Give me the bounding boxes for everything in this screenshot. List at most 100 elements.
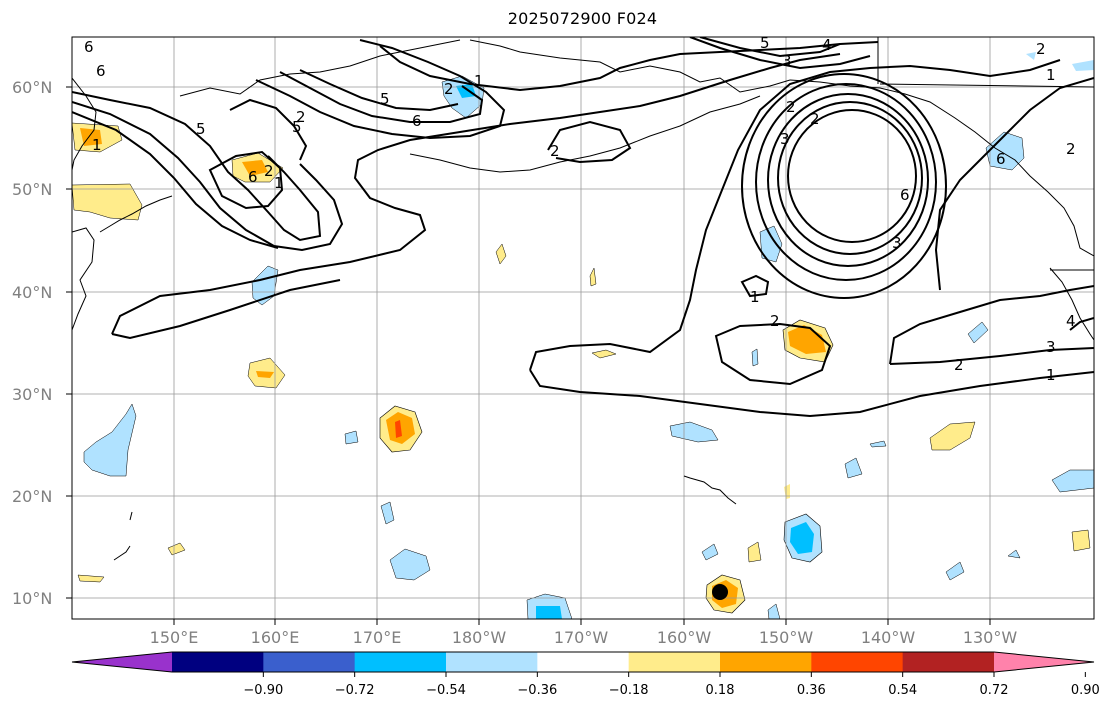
colorbar-segments <box>71 651 1095 673</box>
positive-anomaly-blob <box>591 349 617 359</box>
lon-label: 160°E <box>251 628 300 647</box>
contour-label: 2 <box>1066 140 1076 158</box>
colorbar-ticks: −0.90 −0.72 −0.54 −0.36 −0.18 0.18 0.36 0.54 0.7… <box>243 672 1100 698</box>
contour-line <box>379 41 879 92</box>
positive-anomaly-blob <box>589 267 597 287</box>
colorbar-segment <box>720 652 812 672</box>
colorbar-tick-label: 0.36 <box>797 683 826 698</box>
lat-label: 60°N <box>12 78 52 97</box>
colorbar-segment <box>811 652 904 672</box>
contour-label: 6 <box>900 186 910 204</box>
contour-line <box>208 150 284 210</box>
lat-label: 40°N <box>12 283 52 302</box>
negative-anomaly-blob <box>967 321 989 344</box>
contour-label: 2 <box>954 356 964 374</box>
negative-anomaly-core <box>456 84 476 98</box>
contour-line <box>72 91 322 242</box>
colorbar-segment <box>354 652 447 672</box>
negative-anomaly-blob <box>344 430 359 445</box>
contour-line <box>699 37 841 58</box>
low-pressure-contour <box>755 83 937 281</box>
lon-label: 170°W <box>554 628 609 647</box>
colorbar-tick-label: −0.90 <box>243 683 283 698</box>
contour-line <box>529 59 1061 371</box>
colorbar-segment <box>172 652 264 672</box>
negative-anomaly-core <box>536 606 562 619</box>
negative-anomaly-blob <box>1026 52 1036 60</box>
coastlines <box>72 37 1094 561</box>
contour-label: 1 <box>474 72 484 90</box>
contour-line <box>111 279 341 340</box>
latitude-labels: 10°N 20°N 30°N 40°N 50°N 60°N <box>12 78 52 608</box>
contour-label: 1 <box>1046 66 1056 84</box>
alaska-south-coast <box>789 79 996 149</box>
colorbar-outline <box>71 651 1095 673</box>
contour-label: 5 <box>292 118 302 136</box>
contour-label: 6 <box>84 38 94 56</box>
lon-label: 150°E <box>150 628 199 647</box>
negative-anomaly-blob <box>759 225 783 263</box>
contour-line <box>255 39 506 140</box>
lon-label: 160°W <box>657 628 712 647</box>
positive-anomaly-blob <box>77 574 105 583</box>
pacific-islands <box>113 511 133 561</box>
contour-label: 2 <box>1036 40 1046 58</box>
colorbar-tick-label: −0.54 <box>426 683 466 698</box>
contour-line <box>689 37 871 70</box>
plot-title: 2025072900 F024 <box>507 9 658 28</box>
lon-label: 130°W <box>963 628 1018 647</box>
map-frame <box>71 36 1095 620</box>
colorbar-segment <box>628 652 721 672</box>
negative-anomaly-blob <box>767 603 781 619</box>
colorbar-segment <box>537 652 630 672</box>
contour-line <box>714 322 832 386</box>
positive-anomaly-blob <box>167 542 186 556</box>
contour-label: 6 <box>96 62 106 80</box>
canada-coast <box>994 147 1094 257</box>
lon-label: 180°W <box>452 628 507 647</box>
contour-label: 1 <box>274 174 284 192</box>
low-pressure-contour <box>787 109 917 243</box>
contour-line <box>889 347 1094 365</box>
colorbar-segment <box>263 652 356 672</box>
contour-label: 1 <box>750 288 760 306</box>
positive-anomaly-core <box>788 325 826 354</box>
contour-line <box>72 111 279 249</box>
contour-line <box>934 77 1094 291</box>
storm-center-marker <box>712 584 728 600</box>
kamchatka-coast <box>72 77 97 171</box>
colorbar-tick-label: −0.36 <box>517 683 557 698</box>
axis-ticks <box>66 86 991 625</box>
north-america-coast <box>1049 267 1094 341</box>
colorbar-tick-label: 0.18 <box>706 683 735 698</box>
colorbar-segment <box>902 652 995 672</box>
contour-line <box>111 53 841 335</box>
positive-anomaly-blob <box>495 243 507 265</box>
kuril-islands <box>99 195 173 233</box>
contour-label: 1 <box>1046 366 1056 384</box>
negative-anomaly-blob <box>380 501 395 525</box>
lon-label: 170°E <box>353 628 402 647</box>
contour-label: 2 <box>296 108 306 126</box>
contour-label: 1 <box>92 136 102 154</box>
contour-label: 4 <box>1066 312 1076 330</box>
colorbar-tick-label: 0.72 <box>980 683 1009 698</box>
negative-anomaly-blob <box>1007 549 1021 559</box>
lon-label: 150°W <box>759 628 814 647</box>
colorbar-segment <box>446 652 538 672</box>
negative-anomaly-blob <box>844 457 863 479</box>
hawaii-islands <box>683 475 737 505</box>
low-pressure-contour <box>741 73 947 299</box>
positive-anomaly-peak <box>395 420 402 438</box>
positive-anomaly-blob <box>747 541 762 563</box>
positive-anomaly-blob <box>784 484 790 499</box>
contour-label: 2 <box>264 162 274 180</box>
lat-label: 50°N <box>12 180 52 199</box>
gridlines <box>72 37 1094 619</box>
low-pressure-contour <box>777 101 923 255</box>
positive-anomaly-core <box>242 160 268 176</box>
contour-line <box>72 101 344 252</box>
negative-anomaly-blob <box>83 403 137 477</box>
lat-label: 20°N <box>12 487 52 506</box>
longitude-labels: 150°E 160°E 170°E 180°W 170°W 160°W 150°… <box>150 628 1018 647</box>
